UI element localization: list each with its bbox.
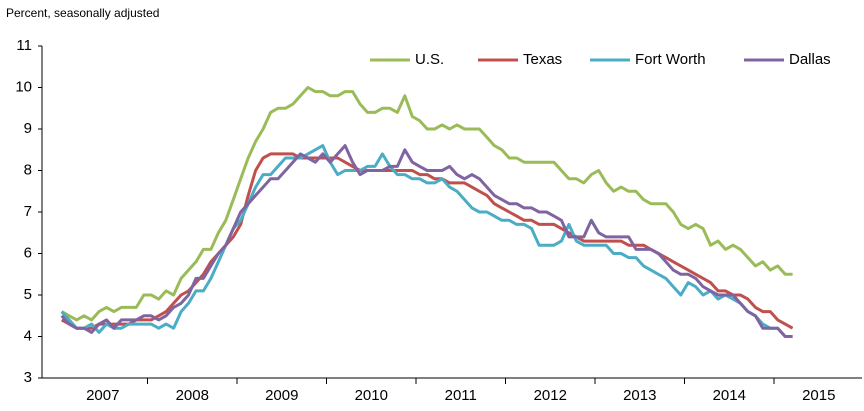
x-tick-label: 2014 xyxy=(713,387,746,404)
series-line xyxy=(60,144,793,338)
y-tick-label: 11 xyxy=(16,37,32,54)
x-tick-label: 2015 xyxy=(802,387,835,404)
y-tick-label: 8 xyxy=(24,161,32,178)
y-tick-label: 3 xyxy=(24,369,32,386)
legend-label: Dallas xyxy=(789,51,831,68)
y-tick-label: 5 xyxy=(24,286,32,303)
legend-label: Fort Worth xyxy=(635,51,706,68)
series-line xyxy=(60,86,793,322)
y-tick-label: 9 xyxy=(24,120,32,137)
chart-subtitle: Percent, seasonally adjusted xyxy=(6,6,159,20)
x-tick-label: 2010 xyxy=(355,387,388,404)
y-tick-label: 6 xyxy=(24,244,32,261)
legend-label: Texas xyxy=(523,51,562,68)
x-tick-label: 2012 xyxy=(534,387,567,404)
series-line xyxy=(60,144,793,338)
x-tick-label: 2008 xyxy=(176,387,209,404)
legend-label: U.S. xyxy=(415,51,444,68)
series-line xyxy=(60,152,794,330)
x-tick-label: 2011 xyxy=(445,387,477,404)
y-tick-label: 10 xyxy=(15,78,32,95)
x-tick-label: 2007 xyxy=(86,387,119,404)
x-tick-label: 2009 xyxy=(265,387,298,404)
x-tick-label: 2013 xyxy=(623,387,656,404)
y-tick-label: 7 xyxy=(24,203,32,220)
y-tick-label: 4 xyxy=(24,327,32,344)
